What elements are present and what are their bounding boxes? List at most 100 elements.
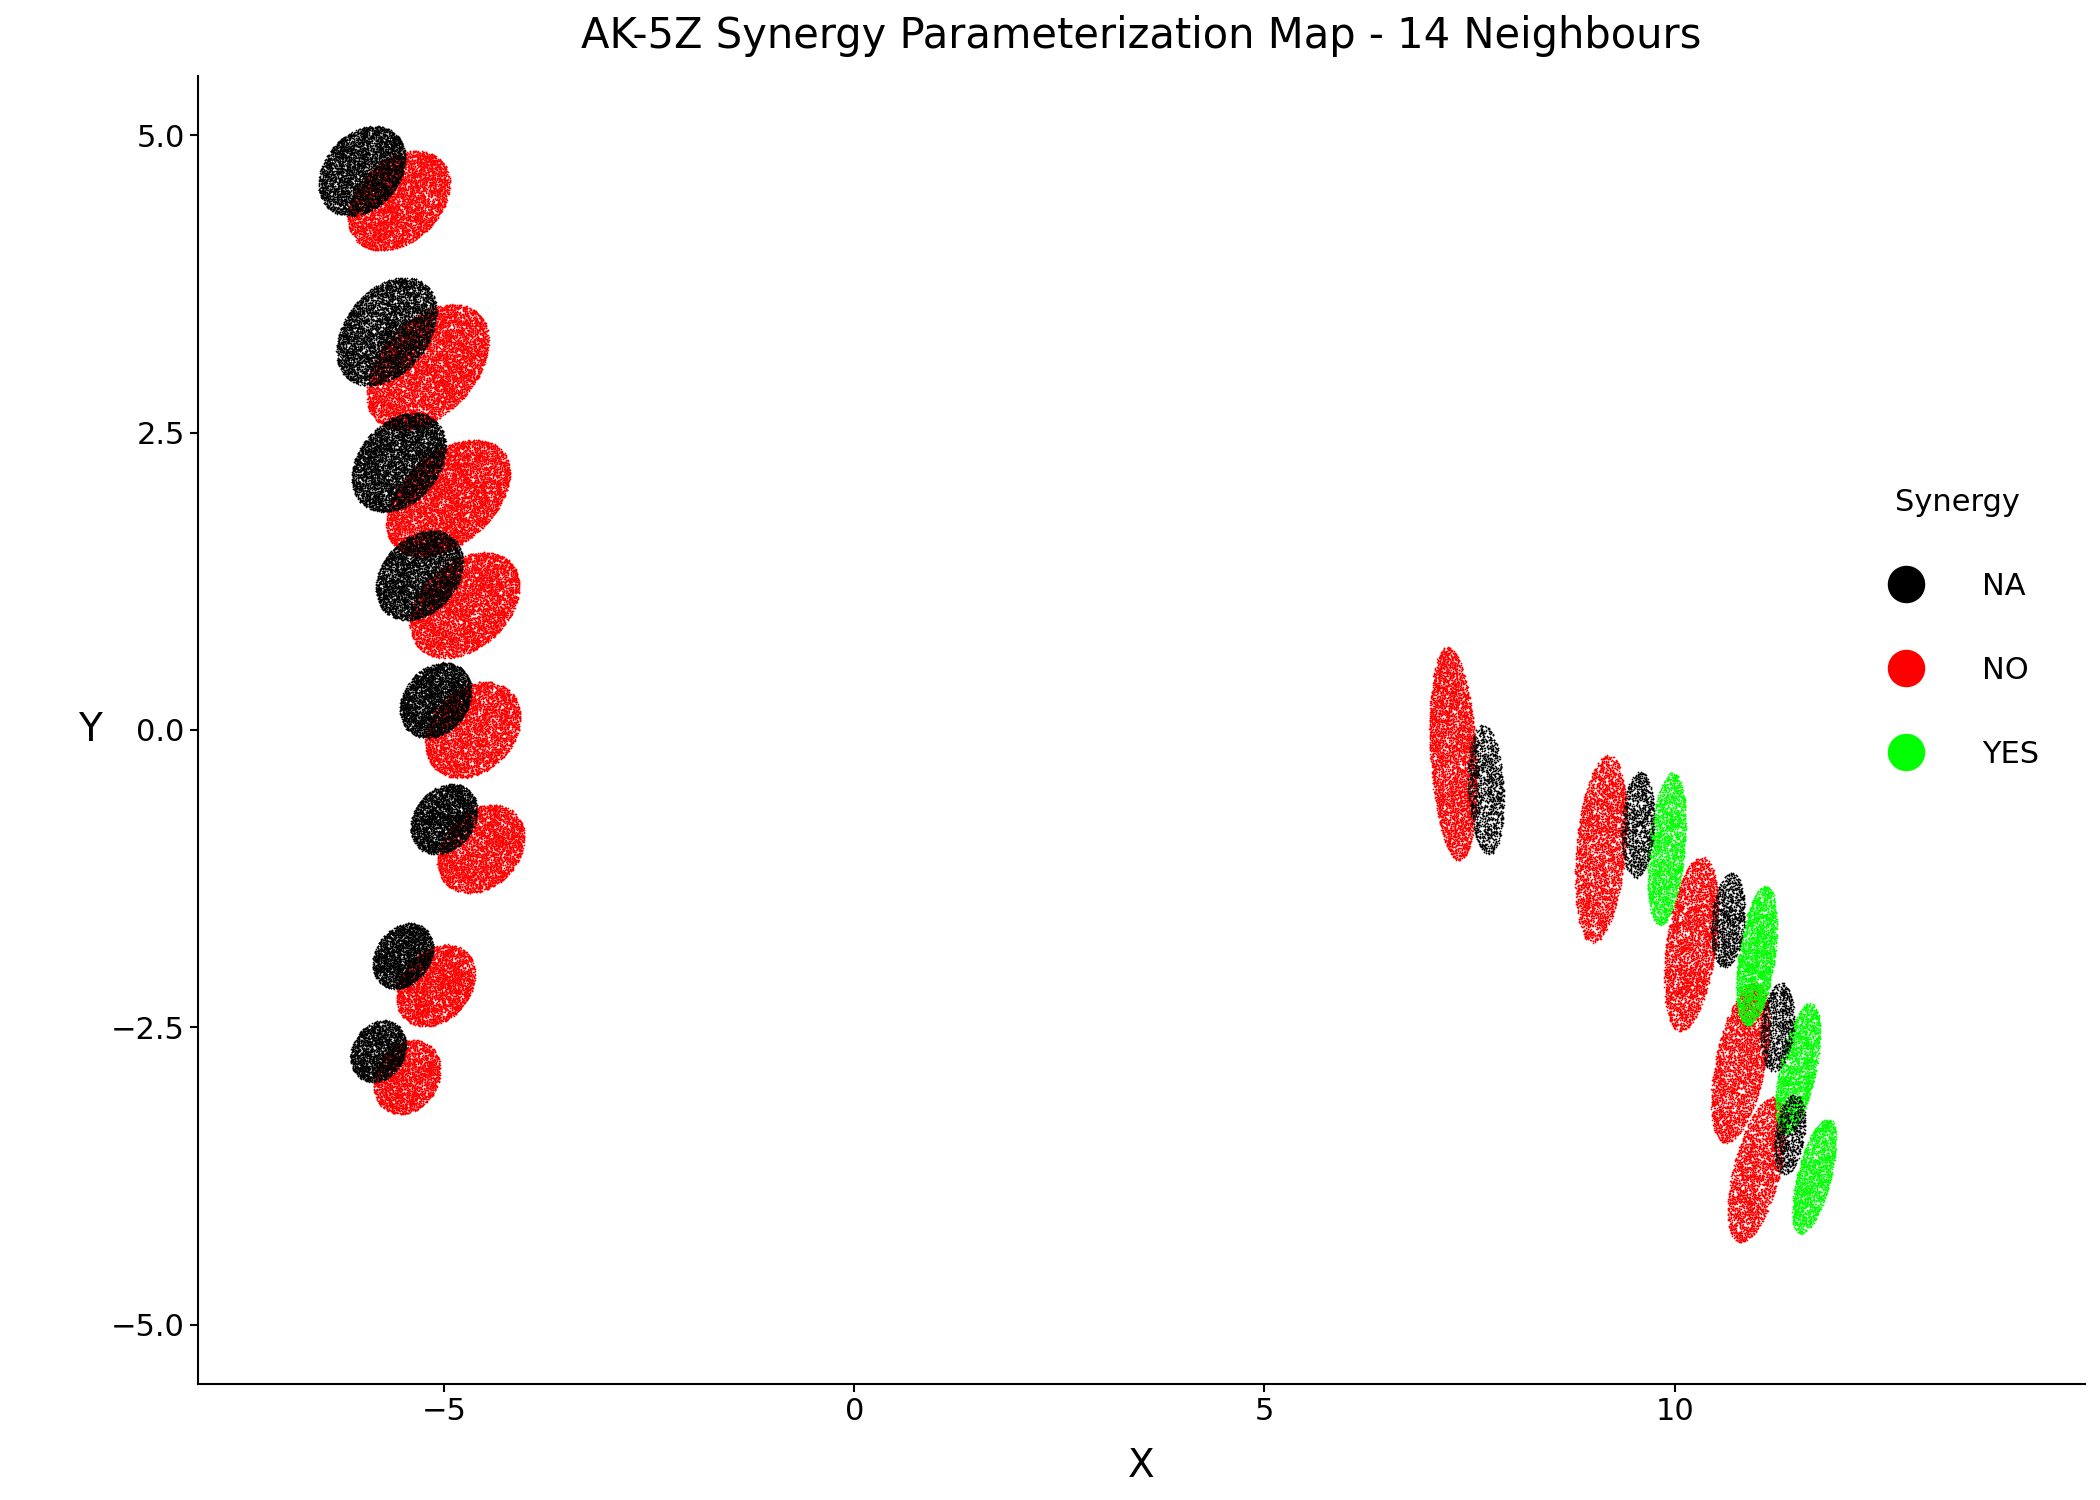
Point: [1424, 699, 1457, 723]
Point: [433, 716, 466, 740]
Point: [1762, 1028, 1796, 1051]
Point: [380, 387, 414, 411]
Point: [388, 700, 422, 724]
Point: [435, 738, 468, 762]
Point: [1793, 1210, 1827, 1234]
Point: [412, 430, 445, 454]
Point: [401, 568, 435, 592]
Point: [477, 464, 510, 488]
Point: [311, 148, 344, 172]
Point: [412, 807, 445, 831]
Point: [368, 970, 401, 994]
Point: [466, 807, 500, 831]
Point: [1655, 980, 1688, 1004]
Point: [437, 303, 470, 327]
Point: [405, 310, 439, 334]
Point: [393, 984, 426, 1008]
Point: [470, 592, 504, 616]
Point: [370, 273, 403, 297]
Point: [388, 345, 422, 369]
Point: [1770, 1124, 1804, 1148]
Point: [1661, 800, 1695, 824]
Point: [403, 354, 437, 378]
Point: [472, 603, 506, 627]
Point: [1722, 1036, 1756, 1060]
Point: [361, 280, 395, 304]
Point: [321, 144, 355, 168]
Point: [1644, 897, 1678, 921]
Point: [330, 324, 363, 348]
Point: [351, 465, 384, 489]
Point: [1743, 932, 1777, 956]
Point: [368, 280, 401, 304]
Point: [407, 464, 441, 488]
Point: [1720, 1168, 1754, 1192]
Point: [374, 1059, 407, 1083]
Point: [1800, 1149, 1833, 1173]
Point: [368, 303, 401, 327]
Point: [1424, 684, 1457, 708]
Point: [416, 698, 449, 721]
Point: [433, 306, 466, 330]
Point: [1464, 717, 1497, 741]
Point: [386, 1032, 420, 1056]
Point: [386, 339, 420, 363]
Point: [416, 435, 449, 459]
Point: [1712, 871, 1745, 895]
Point: [407, 664, 441, 688]
Point: [424, 390, 458, 414]
Point: [403, 306, 437, 330]
Point: [1745, 885, 1779, 909]
Point: [426, 692, 460, 715]
Point: [445, 729, 479, 753]
Point: [449, 690, 483, 714]
Point: [464, 859, 498, 883]
Point: [420, 476, 454, 500]
Point: [477, 720, 510, 744]
Point: [479, 804, 512, 828]
Point: [1659, 800, 1693, 824]
Point: [368, 430, 401, 454]
Point: [338, 171, 372, 195]
Point: [393, 471, 426, 495]
Point: [359, 444, 393, 468]
Point: [1655, 1008, 1688, 1032]
Point: [401, 194, 435, 217]
Point: [334, 170, 367, 194]
Point: [466, 332, 500, 356]
Point: [1728, 1004, 1762, 1028]
Point: [1573, 862, 1607, 886]
Point: [1592, 910, 1625, 934]
Point: [462, 326, 496, 350]
Point: [1623, 810, 1657, 834]
Point: [441, 318, 475, 342]
Point: [1628, 786, 1661, 810]
Point: [1716, 891, 1749, 915]
Point: [1583, 816, 1617, 840]
Point: [430, 956, 464, 980]
Point: [460, 576, 493, 600]
Point: [1724, 1168, 1758, 1192]
Point: [410, 484, 443, 508]
Point: [399, 196, 433, 220]
Point: [433, 615, 466, 639]
Point: [410, 815, 443, 839]
Point: [1770, 982, 1804, 1006]
Point: [418, 660, 452, 684]
Point: [418, 470, 452, 494]
Point: [1606, 800, 1640, 824]
Point: [458, 594, 491, 618]
Point: [426, 837, 460, 861]
Point: [382, 224, 416, 248]
Point: [1464, 722, 1497, 746]
Point: [388, 153, 422, 177]
Point: [1628, 850, 1661, 874]
Point: [414, 974, 447, 998]
Point: [502, 830, 536, 854]
Point: [1772, 1096, 1806, 1120]
Point: [380, 483, 414, 507]
Point: [1663, 1005, 1697, 1029]
Point: [1739, 1042, 1772, 1066]
Point: [399, 462, 433, 486]
Point: [1445, 747, 1478, 771]
